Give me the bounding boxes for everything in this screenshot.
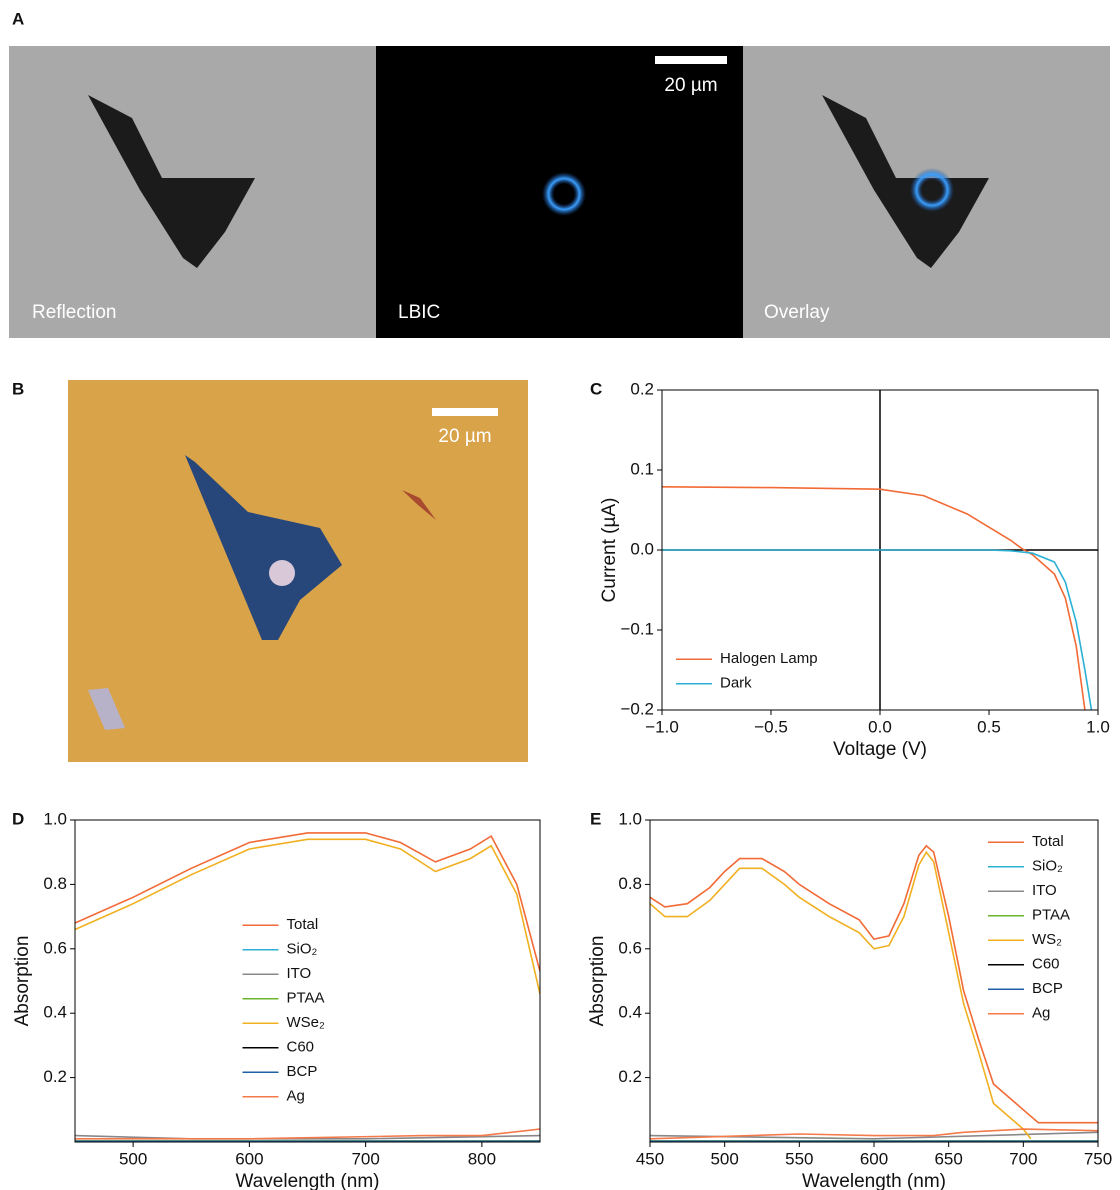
x-tick-label: 550 <box>785 1149 813 1168</box>
photocurrent-ring <box>542 172 586 216</box>
y-tick-label: 0.1 <box>630 459 654 478</box>
plot-frame <box>650 820 1098 1142</box>
legend-label: Total <box>1032 833 1064 850</box>
y-tick-label: −0.2 <box>620 699 654 718</box>
y-tick-label: 0.2 <box>43 1067 67 1086</box>
x-tick-label: 700 <box>1009 1149 1037 1168</box>
legend-label: Ag <box>287 1088 305 1105</box>
x-axis-label: Voltage (V) <box>833 739 927 760</box>
x-tick-label: 700 <box>351 1149 379 1168</box>
y-tick-label: 0.4 <box>618 1003 642 1022</box>
y-axis-label: Absorption <box>587 936 608 1027</box>
legend-label: C60 <box>1032 956 1060 973</box>
legend-label: BCP <box>1032 980 1063 997</box>
y-tick-label: 0.6 <box>43 938 67 957</box>
image-caption: LBIC <box>398 302 440 323</box>
figure: A 20 µm Reflection LBIC Overlay B 20 µm … <box>0 0 1120 1190</box>
y-tick-label: 0.2 <box>618 1067 642 1086</box>
x-tick-label: 650 <box>934 1149 962 1168</box>
x-tick-label: 600 <box>235 1149 263 1168</box>
y-tick-label: 0.6 <box>618 938 642 957</box>
x-tick-label: 500 <box>119 1149 147 1168</box>
legend-label: PTAA <box>1032 907 1070 924</box>
legend-label: BCP <box>287 1063 318 1080</box>
y-tick-label: −0.1 <box>620 619 654 638</box>
scale-bar <box>432 408 498 416</box>
electrode-hole <box>269 560 295 586</box>
legend-label: C60 <box>287 1039 315 1056</box>
legend-label: Dark <box>720 675 752 692</box>
y-tick-label: 0.8 <box>43 874 67 893</box>
image-caption: Overlay <box>764 302 830 323</box>
x-tick-label: 450 <box>636 1149 664 1168</box>
y-tick-label: 1.0 <box>43 809 67 828</box>
panel-label: A <box>12 9 24 28</box>
y-tick-label: 0.0 <box>630 539 654 558</box>
panel-label: E <box>590 809 601 828</box>
series-line <box>650 846 1098 1123</box>
panel-label: C <box>590 379 602 398</box>
x-tick-label: −1.0 <box>645 717 679 736</box>
scale-label: 20 µm <box>438 426 491 447</box>
x-tick-label: 0.5 <box>977 717 1001 736</box>
y-tick-label: 0.8 <box>618 874 642 893</box>
y-axis-label: Absorption <box>12 936 33 1027</box>
y-tick-label: 0.4 <box>43 1003 67 1022</box>
scale-label: 20 µm <box>664 75 717 96</box>
y-tick-label: 0.2 <box>630 379 654 398</box>
x-tick-label: 800 <box>468 1149 496 1168</box>
y-axis-label: Current (µA) <box>599 498 620 603</box>
legend-label: WSe₂ <box>287 1014 326 1031</box>
x-tick-label: 1.0 <box>1086 717 1110 736</box>
legend-label: Halogen Lamp <box>720 650 818 667</box>
image-caption: Reflection <box>32 302 117 323</box>
photocurrent-ring <box>910 168 954 212</box>
legend-label: Total <box>287 916 319 933</box>
legend-label: PTAA <box>287 990 325 1007</box>
x-tick-label: 0.0 <box>868 717 892 736</box>
series-line <box>650 852 1031 1139</box>
panel-label: D <box>12 809 24 828</box>
x-tick-label: −0.5 <box>754 717 788 736</box>
panel-label: B <box>12 379 24 398</box>
legend-label: Ag <box>1032 1005 1050 1022</box>
y-tick-label: 1.0 <box>618 809 642 828</box>
x-axis-label: Wavelength (nm) <box>802 1171 946 1190</box>
legend-label: ITO <box>1032 882 1057 899</box>
scale-bar <box>655 56 727 64</box>
legend-label: SiO₂ <box>1032 858 1063 875</box>
x-tick-label: 750 <box>1084 1149 1112 1168</box>
legend-label: ITO <box>287 965 312 982</box>
legend-label: WS₂ <box>1032 931 1062 948</box>
x-axis-label: Wavelength (nm) <box>236 1171 380 1190</box>
x-tick-label: 500 <box>710 1149 738 1168</box>
x-tick-label: 600 <box>860 1149 888 1168</box>
legend-label: SiO₂ <box>287 941 318 958</box>
